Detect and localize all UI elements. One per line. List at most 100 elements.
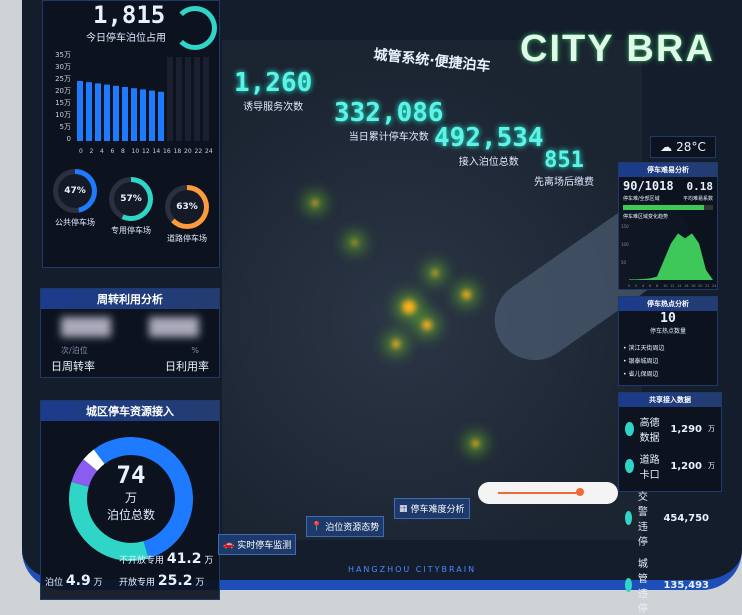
legend-item: 不开放专用 41.2 万 (119, 551, 213, 567)
hotspot-label: 滨江天街周边 (628, 345, 665, 352)
bar (104, 84, 110, 141)
y-tick: 20万 (55, 87, 71, 95)
stat-value: 1,260 (234, 68, 313, 98)
panel-title: 共享接入数据 (619, 393, 721, 407)
shared-value: 454,750 (663, 512, 709, 524)
x-tick: 22 (195, 148, 203, 155)
heat-spot (422, 320, 432, 330)
legend-value: 4.9 (65, 573, 91, 589)
x-tick: 8 (121, 148, 125, 155)
hotspot-item[interactable]: • 银泰城周边 (623, 358, 659, 365)
stat-label: 当日累计停车次数 (348, 132, 429, 143)
trend-label: 停车难区域变化趋势 (623, 214, 669, 220)
dashboard-screen: 城管系统·便捷泊车 1,260 诱导服务次数 332,086 当日累计停车次数 492,… (22, 0, 742, 615)
x-tick: 18 (174, 148, 182, 155)
y-tick: 5万 (60, 123, 71, 131)
difficulty-progress (623, 205, 704, 210)
heat-map[interactable] (222, 40, 706, 540)
stat-value: 492,534 (434, 123, 544, 153)
x-tick: 4 (642, 284, 645, 288)
occupancy-gauge (173, 6, 217, 50)
ring: 63% (165, 185, 209, 229)
blurred-value (61, 317, 111, 337)
total-label: 泊位总数 (106, 508, 155, 522)
timeline-handle[interactable] (576, 488, 584, 496)
hotspot-item[interactable]: • 省儿保周边 (623, 371, 659, 378)
total-unit: 万 (124, 491, 137, 505)
y-tick: 30万 (55, 63, 71, 71)
difficulty-panel: 停车难易分析 90/1018 0.18 停车难/全部区域 平均难易系数 停车难区域变… (618, 162, 718, 290)
occupancy-panel: 1,815 今日停车泊位占用 35万 30万 25万 20万 15万 10万 5万 0 0 2 4 6… (42, 0, 220, 268)
x-tick: 12 (670, 284, 674, 288)
heat-spot (432, 270, 438, 276)
footer-brand: HANGZHOU CITYBRAIN (347, 565, 477, 574)
x-tick: 10 (663, 284, 667, 288)
stat-card: 851 先离场后缴费 (534, 148, 594, 188)
ring-label: 专用停车场 (111, 226, 151, 235)
y-tick: 150 (621, 224, 629, 229)
blurred-value (149, 317, 199, 337)
donut-slice (69, 481, 149, 561)
heat-spot (402, 300, 416, 314)
timeline-slider[interactable] (478, 482, 618, 504)
source-icon (625, 578, 632, 592)
bar (185, 57, 191, 141)
shared-item: 交警违停 454,750 (625, 488, 715, 548)
temperature: 28°C (676, 140, 706, 154)
unit: % (191, 346, 199, 355)
chart-icon: ▦ (399, 503, 408, 514)
shared-item: 道路卡口 1,200 万 (625, 451, 715, 481)
stat-label: 先离场后缴费 (534, 177, 594, 188)
x-tick: 8 (656, 284, 658, 288)
x-tick: 12 (142, 148, 150, 155)
x-tick: 20 (184, 148, 192, 155)
stat-card: 332,086 当日累计停车次数 (334, 98, 444, 143)
source-icon (625, 422, 634, 436)
brand-sign: CITY BRA (520, 28, 715, 70)
stat-card: 1,260 诱导服务次数 (234, 68, 312, 113)
x-tick: 24 (205, 148, 213, 155)
nav-button[interactable]: 🚗 实时停车监测 (218, 534, 297, 555)
bar (122, 87, 128, 141)
difficulty-ratio: 90/1018 (623, 179, 674, 193)
ring-value: 63% (170, 190, 204, 224)
bar (131, 88, 137, 141)
nav-button[interactable]: 📍 泊位资源态势 (306, 516, 385, 537)
ring-value: 57% (114, 182, 148, 216)
y-tick: 10万 (55, 111, 71, 119)
shared-item: 城管违停 135,493 (625, 555, 715, 615)
x-tick: 0 (628, 284, 630, 288)
x-tick: 2 (90, 148, 94, 155)
x-tick: 2 (635, 284, 637, 288)
x-tick: 14 (153, 148, 161, 155)
x-tick: 14 (677, 284, 682, 288)
shared-value: 1,200 (670, 460, 702, 472)
y-tick: 0 (67, 135, 71, 143)
ring: 57% (109, 177, 153, 221)
nav-button[interactable]: ▦ 停车难度分析 (394, 498, 470, 519)
stat-value: 851 (544, 148, 584, 173)
bar (194, 57, 200, 141)
hotspot-item[interactable]: • 滨江天街周边 (623, 345, 665, 352)
legend-item: 泊位 4.9 万 (45, 573, 103, 589)
shared-value: 135,493 (663, 579, 709, 591)
y-tick: 25万 (55, 75, 71, 83)
ring-label: 道路停车场 (167, 234, 207, 243)
unit: 次/泊位 (61, 346, 88, 355)
ring-value: 47% (58, 174, 92, 208)
stat-label: 诱导服务次数 (243, 102, 304, 113)
hotspot-count-label: 停车热点数量 (649, 328, 686, 335)
y-tick: 35万 (55, 51, 71, 59)
shared-label: 道路卡口 (639, 455, 660, 481)
heat-spot (392, 340, 400, 348)
x-tick: 16 (163, 148, 171, 155)
bar (86, 82, 92, 141)
total-value: 74 (116, 461, 146, 489)
y-tick: 15万 (55, 99, 71, 107)
x-tick: 0 (79, 148, 83, 155)
x-tick: 22 (705, 284, 709, 288)
donut-slice (83, 449, 105, 471)
x-tick: 16 (684, 284, 688, 288)
bar (149, 90, 155, 141)
